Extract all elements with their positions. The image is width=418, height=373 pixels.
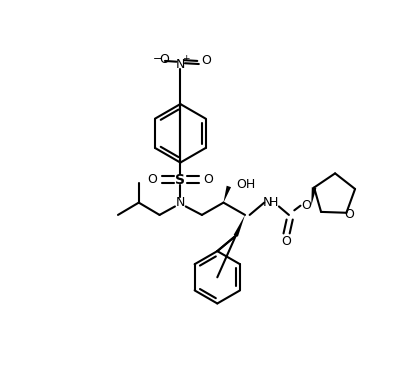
Text: +: +	[182, 54, 189, 63]
Text: N: N	[176, 196, 185, 209]
Text: O: O	[159, 53, 169, 66]
Text: S: S	[175, 172, 185, 186]
Polygon shape	[224, 186, 231, 203]
Text: H: H	[269, 196, 278, 209]
Text: O: O	[201, 54, 212, 68]
Text: OH: OH	[237, 178, 256, 191]
Polygon shape	[234, 215, 245, 236]
Text: O: O	[282, 235, 291, 248]
Text: O: O	[203, 173, 213, 186]
Text: O: O	[148, 173, 158, 186]
Text: −: −	[153, 54, 162, 65]
Text: N: N	[176, 57, 185, 70]
Text: O: O	[344, 208, 354, 221]
Polygon shape	[311, 187, 316, 206]
Text: N: N	[263, 196, 272, 209]
Text: O: O	[301, 199, 311, 212]
